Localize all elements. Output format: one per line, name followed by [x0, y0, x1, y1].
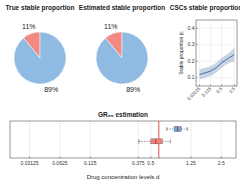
data-label: 89% — [44, 86, 58, 93]
whisker-cap — [187, 127, 188, 131]
tick-label: 0.3 — [188, 41, 195, 47]
tick-label: 0.1 — [188, 74, 195, 80]
grid-line — [138, 121, 139, 158]
tick — [138, 157, 139, 159]
grid-line — [90, 121, 91, 158]
pie-chart: Estimated stable proportion 11% 89% — [79, 4, 165, 93]
whisker — [181, 129, 187, 130]
tick — [210, 85, 211, 87]
grid-line — [221, 20, 222, 86]
tick — [90, 157, 91, 159]
plot-area — [139, 121, 187, 158]
tick-label: 0.0625 — [52, 160, 68, 166]
tick-label: 0.4 — [188, 25, 195, 31]
tick — [29, 157, 30, 159]
whisker-cap — [170, 139, 171, 143]
tick — [196, 61, 198, 62]
tick — [196, 77, 198, 78]
box — [151, 139, 162, 144]
tick-label: 0.5 — [147, 160, 154, 166]
grid-line — [196, 44, 237, 45]
band — [200, 48, 235, 79]
tick — [234, 85, 235, 87]
median — [155, 139, 156, 144]
tick-label: 2.5 — [228, 86, 236, 94]
pie-chart: True stable proportion 11% 89% — [6, 4, 75, 93]
title: GR₅₀ estimation — [98, 111, 148, 118]
plot-frame — [10, 121, 236, 158]
tick-label: 0.125 — [84, 160, 97, 166]
plot-area — [200, 48, 235, 79]
data-label: 11% — [104, 23, 118, 30]
grid-line — [59, 121, 60, 158]
tick — [190, 157, 191, 159]
grid-line — [196, 28, 237, 29]
tick-label: 2.5 — [218, 160, 225, 166]
tick-label: 0.375 — [132, 160, 145, 166]
tick — [196, 44, 198, 45]
plot-frame — [196, 20, 237, 86]
axis-label: Drug concentration levels d — [87, 174, 160, 180]
tick — [150, 157, 151, 159]
data-label: 11% — [22, 23, 36, 30]
tick-label: 0.03125 — [186, 86, 201, 101]
grid-line — [29, 121, 30, 158]
whisker — [139, 141, 151, 142]
grid-line — [190, 121, 191, 158]
whisker-cap — [166, 127, 167, 131]
box-chart: GR₅₀ estimation 0.03125 0.0625 0.125 0.3750.… — [10, 111, 236, 180]
data-label: 89% — [126, 86, 140, 93]
tick-label: 0.125 — [201, 86, 213, 98]
tick-label: 0.5 — [215, 86, 223, 94]
title: Estimated stable proportion — [79, 4, 165, 12]
tick-label: 1.25 — [186, 160, 196, 166]
whisker-cap — [138, 139, 139, 143]
pie-slice — [14, 32, 66, 84]
whisker — [167, 129, 174, 130]
tick — [221, 85, 222, 87]
box — [174, 127, 181, 132]
tick-label: 0.03125 — [20, 160, 38, 166]
line-chart: CSCs stable proportion 0.1 0.2 0.3 0.4 0.0312… — [170, 4, 240, 101]
tick — [221, 157, 222, 159]
tick — [196, 28, 198, 29]
whisker — [162, 141, 170, 142]
title: True stable proportion — [6, 4, 75, 12]
median — [177, 127, 178, 132]
axis-label: Stable proportion (c — [178, 31, 184, 75]
tick — [199, 85, 200, 87]
title: CSCs stable proportion — [170, 4, 240, 12]
tick-label: 0.2 — [188, 58, 195, 64]
pie-slice — [96, 32, 148, 84]
line — [200, 55, 235, 75]
figure: True stable proportion11%89%Estimated st… — [0, 0, 240, 185]
tick — [59, 157, 60, 159]
grid-line — [221, 121, 222, 158]
